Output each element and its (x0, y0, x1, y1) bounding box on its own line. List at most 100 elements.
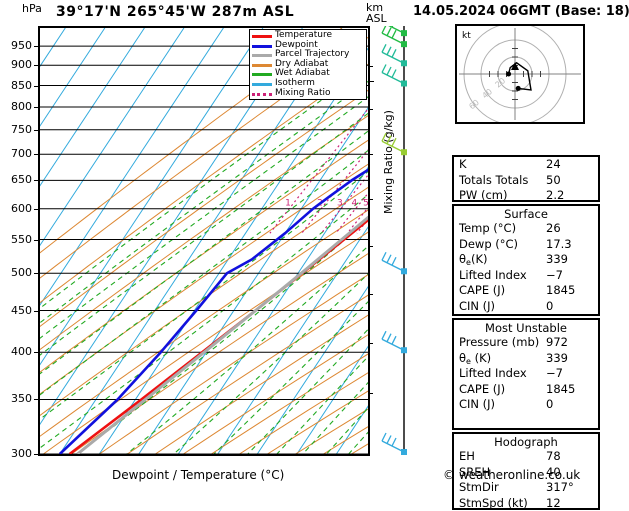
pressure-tick-label: 750 (2, 123, 32, 136)
pressure-tick (34, 209, 39, 210)
table-row-value: 1845 (546, 283, 575, 297)
svg-text:3: 3 (337, 199, 343, 209)
table-row: EH 78 (454, 449, 598, 465)
legend-swatch (252, 64, 272, 67)
table-row-key: Temp (°C) (459, 221, 516, 235)
table-row-key: Totals Totals (459, 173, 528, 187)
table-row: Temp (°C) 26 (454, 221, 598, 237)
legend-swatch (252, 83, 272, 86)
table-section-title: Most Unstable (454, 320, 598, 335)
pressure-tick-label: 450 (2, 304, 32, 317)
svg-text:5: 5 (363, 199, 368, 209)
legend-swatch (252, 73, 272, 76)
pressure-tick-label: 550 (2, 233, 32, 246)
pressure-tick (34, 399, 39, 400)
pressure-tick (34, 273, 39, 274)
pressure-tick-label: 300 (2, 447, 32, 460)
pressure-tick-label: 650 (2, 173, 32, 186)
pressure-tick (34, 352, 39, 353)
pressure-tick-label: 400 (2, 345, 32, 358)
pressure-tick (34, 107, 39, 108)
table-row: CIN (J) 0 (454, 299, 598, 315)
table-row-key: CAPE (J) (459, 382, 505, 396)
table-row-key: StmSpd (kt) (459, 496, 528, 510)
legend-label: Wet Adiabat (275, 68, 330, 78)
table-row: θe (K)339 (454, 351, 598, 367)
table-row: θe(K)339 (454, 252, 598, 268)
table-row: Totals Totals 50 (454, 173, 598, 189)
pressure-tick-label: 700 (2, 147, 32, 160)
table-row-value: 339 (546, 252, 568, 266)
run-title: 14.05.2024 06GMT (Base: 18) (413, 4, 629, 19)
copyright-label: © weatheronline.co.uk (443, 468, 580, 482)
table-row-value: 78 (546, 449, 561, 463)
table-row-value: 17.3 (546, 237, 572, 251)
table-row: CIN (J) 0 (454, 397, 598, 413)
pressure-tick (34, 454, 39, 455)
pressure-unit-label: hPa (22, 2, 42, 15)
table-row-key: CIN (J) (459, 299, 495, 313)
table-row-value: 50 (546, 173, 561, 187)
table-row-value: 972 (546, 335, 568, 349)
pressure-tick (34, 240, 39, 241)
table-row-value: 317° (546, 480, 574, 494)
table-row: Lifted Index −7 (454, 366, 598, 382)
table-row-value: 2.2 (546, 188, 564, 202)
pressure-tick-label: 850 (2, 79, 32, 92)
pressure-tick (34, 65, 39, 66)
table-row: StmSpd (kt) 12 (454, 496, 598, 511)
table-row: CAPE (J) 1845 (454, 283, 598, 299)
table-row-value: 0 (546, 299, 553, 313)
legend-swatch (252, 93, 272, 96)
table-row-key: K (459, 157, 467, 171)
table-row-value: 26 (546, 221, 561, 235)
pressure-tick-label: 950 (2, 39, 32, 52)
pressure-tick-label: 800 (2, 100, 32, 113)
height-unit-line2: ASL (366, 12, 387, 25)
svg-text:4: 4 (352, 199, 358, 209)
pressure-tick (34, 311, 39, 312)
legend-label: Dry Adiabat (275, 59, 328, 69)
table-row-key: StmDir (459, 480, 499, 494)
legend-swatch (252, 54, 272, 57)
table-row-key: CIN (J) (459, 397, 495, 411)
table-row-key: EH (459, 449, 475, 463)
table-row-key: CAPE (J) (459, 283, 505, 297)
svg-text:1: 1 (285, 199, 291, 209)
legend-label: Parcel Trajectory (275, 49, 349, 59)
legend-label: Isotherm (275, 78, 315, 88)
table-row-value: 0 (546, 397, 553, 411)
table-row-key: Lifted Index (459, 366, 527, 380)
indices-table: K 24 Totals Totals 50 PW (cm) 2.2 (452, 155, 600, 202)
table-row: Pressure (mb) 972 (454, 335, 598, 351)
pressure-tick (34, 46, 39, 47)
table-row-value: 339 (546, 351, 568, 365)
table-row: Dewp (°C) 17.3 (454, 237, 598, 253)
table-row-value: 12 (546, 496, 561, 510)
table-row-value: −7 (546, 366, 563, 380)
pressure-tick-label: 600 (2, 202, 32, 215)
table-row-value: −7 (546, 268, 563, 282)
table-row-key: Pressure (mb) (459, 335, 539, 349)
table-row-key: Dewp (°C) (459, 237, 518, 251)
table-section-title: Hodograph (454, 434, 598, 449)
table-row: K 24 (454, 157, 598, 173)
legend-swatch (252, 35, 272, 38)
legend-label: Dewpoint (275, 40, 318, 50)
page-title: 39°17'N 265°45'W 287m ASL (56, 4, 294, 20)
table-row: PW (cm) 2.2 (454, 188, 598, 204)
pressure-tick (34, 130, 39, 131)
table-row-key: PW (cm) (459, 188, 507, 202)
pressure-tick (34, 86, 39, 87)
table-row-value: 24 (546, 157, 561, 171)
legend-label: Temperature (275, 30, 332, 40)
legend-item: Mixing Ratio (252, 89, 364, 99)
table-row: StmDir 317° (454, 480, 598, 496)
pressure-tick (34, 180, 39, 181)
